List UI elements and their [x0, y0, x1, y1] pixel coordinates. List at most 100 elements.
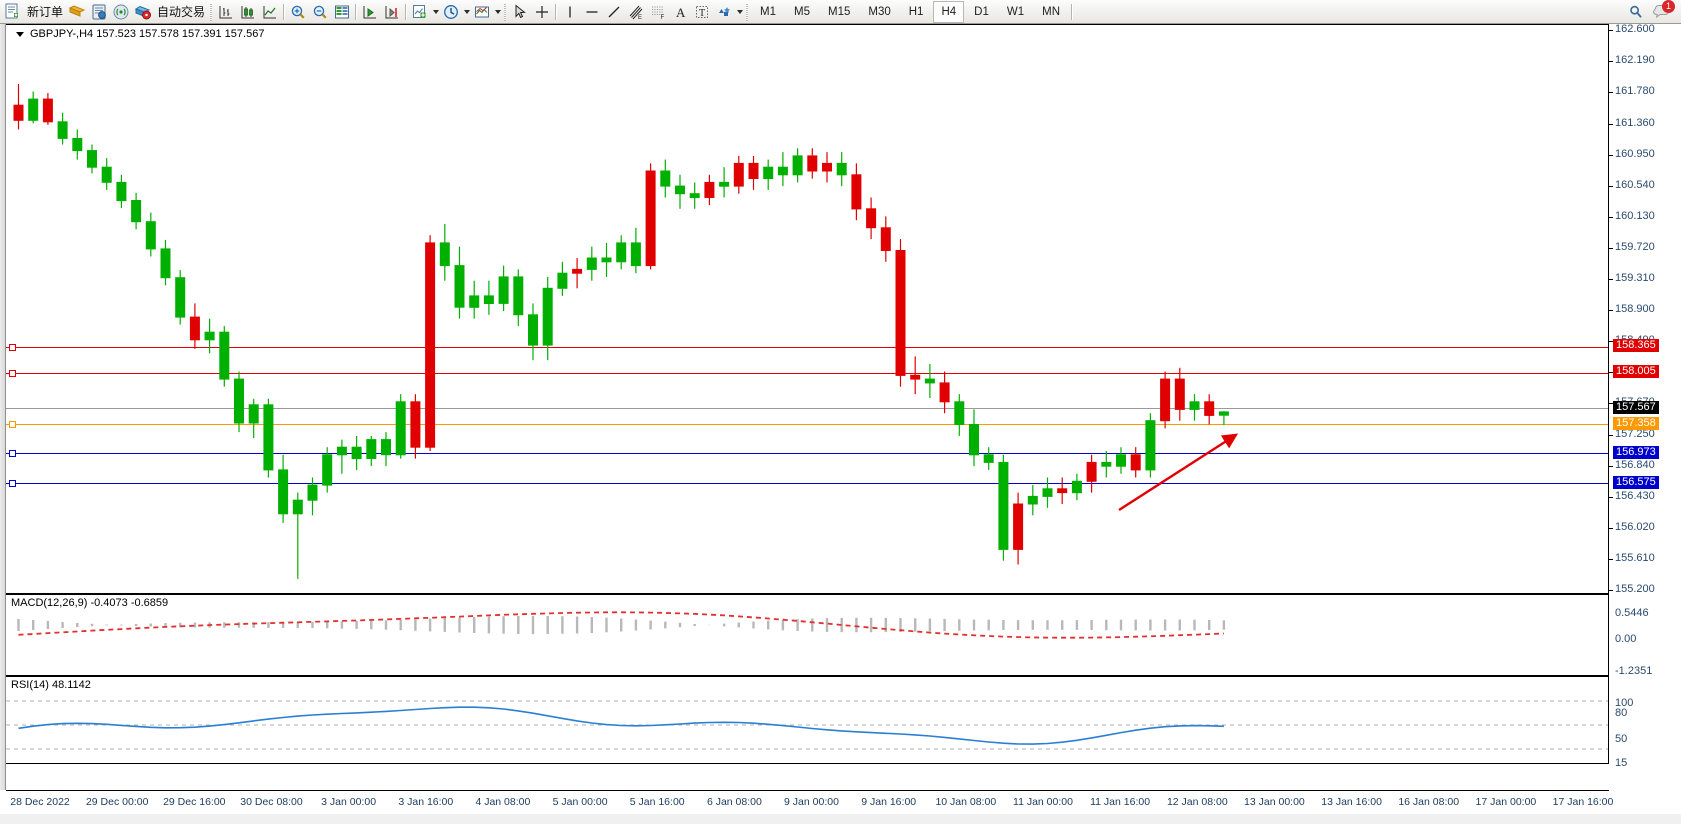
- toolbar-sep-2: [353, 3, 359, 21]
- autotrading-icon[interactable]: [132, 1, 154, 22]
- new-order-icon[interactable]: [2, 1, 24, 22]
- rsi-panel[interactable]: RSI(14) 48.1142: [6, 676, 1609, 764]
- symbol-ohlc-label: GBPJPY-,H4 157.523 157.578 157.391 157.5…: [30, 28, 265, 40]
- vertical-line-icon[interactable]: [559, 1, 581, 22]
- price-tick: [1609, 341, 1613, 342]
- fibonacci-icon[interactable]: F: [647, 1, 669, 22]
- timeframe-group: M1 M5 M15 M30 H1 H4 D1 W1 MN: [751, 0, 1069, 23]
- resistance-line-1[interactable]: [6, 347, 1608, 348]
- support-line-1[interactable]: [6, 453, 1608, 454]
- candlestick-icon[interactable]: [237, 1, 259, 22]
- bar-chart-icon[interactable]: [215, 1, 237, 22]
- support-line-2-handle[interactable]: [9, 479, 16, 487]
- rsi-label: RSI(14) 48.1142: [11, 679, 91, 691]
- pivot-line-handle[interactable]: [9, 420, 16, 428]
- toolbar-sep-5: [1069, 3, 1075, 21]
- time-axis-label: 6 Jan 08:00: [706, 796, 762, 808]
- rsi-series: [6, 700, 1608, 750]
- resistance-line-2-tag[interactable]: 158.005: [1613, 365, 1659, 378]
- time-axis-label: 9 Jan 16:00: [861, 796, 917, 808]
- resistance-line-2-handle[interactable]: [9, 369, 16, 377]
- resistance-line-1-handle[interactable]: [9, 343, 16, 351]
- price-axis-label: 161.780: [1615, 85, 1655, 98]
- chat-bubble-icon[interactable]: 1: [1651, 0, 1675, 22]
- arrow-cursor-icon[interactable]: [509, 1, 531, 22]
- macd-axis-label: 0.00: [1615, 633, 1637, 645]
- chart-shift-icon[interactable]: [381, 1, 403, 22]
- price-panel[interactable]: GBPJPY-,H4 157.523 157.578 157.391 157.5…: [6, 24, 1609, 594]
- trendline-icon[interactable]: [603, 1, 625, 22]
- line-chart-icon[interactable]: [259, 1, 281, 22]
- bottom-scrollbar[interactable]: [0, 814, 1681, 824]
- current-price-line-tag[interactable]: 157.567: [1613, 401, 1659, 414]
- horizontal-line-icon[interactable]: [581, 1, 603, 22]
- price-tick: [1609, 434, 1613, 436]
- tab-timeframe-w1[interactable]: W1: [1006, 5, 1025, 18]
- tab-timeframe-m30[interactable]: M30: [868, 5, 891, 18]
- candlestick-series: [13, 84, 1229, 579]
- price-axis-label: 162.190: [1615, 54, 1655, 66]
- support-line-1-tag[interactable]: 156.973: [1613, 446, 1659, 459]
- time-axis-label: 4 Jan 08:00: [475, 796, 531, 808]
- tab-timeframe-m5[interactable]: M5: [794, 5, 810, 18]
- tab-timeframe-m1[interactable]: M1: [760, 5, 777, 18]
- price-axis-label: 160.130: [1615, 209, 1655, 222]
- zoom-in-icon[interactable]: [287, 1, 309, 22]
- left-scrollbar[interactable]: [0, 24, 6, 790]
- macd-panel[interactable]: MACD(12,26,9) -0.4073 -0.6859: [6, 594, 1609, 676]
- clock-icon[interactable]: [440, 1, 462, 22]
- tab-timeframe-m15[interactable]: M15: [828, 5, 851, 18]
- price-tick: [1609, 310, 1613, 311]
- price-tick: [1609, 279, 1613, 280]
- support-line-1-handle[interactable]: [9, 449, 16, 457]
- toolbar-grip-2[interactable]: [502, 3, 509, 21]
- periods-dropdown-caret[interactable]: [462, 2, 471, 22]
- chart-container: GBPJPY-,H4 157.523 157.578 157.391 157.5…: [0, 24, 1681, 824]
- time-axis-label: 30 Dec 08:00: [240, 796, 303, 808]
- tab-timeframe-mn[interactable]: MN: [1042, 5, 1060, 18]
- price-axis-label: 160.950: [1615, 147, 1655, 160]
- add-indicator-icon[interactable]: [409, 1, 431, 22]
- shapes-dropdown-caret[interactable]: [735, 2, 744, 22]
- tab-timeframe-h1[interactable]: H1: [908, 5, 924, 18]
- support-line-2[interactable]: [6, 483, 1608, 484]
- time-axis[interactable]: 28 Dec 2022 29 Dec 00:00 29 Dec 16:00 30 De…: [6, 790, 1613, 814]
- zoom-out-icon[interactable]: [309, 1, 331, 22]
- market-watch-icon[interactable]: [88, 1, 110, 22]
- price-axis-label: 157.250: [1615, 427, 1655, 440]
- folder-icon[interactable]: [66, 1, 88, 22]
- price-tick: [1609, 590, 1613, 591]
- indicators-dropdown-caret[interactable]: [431, 2, 440, 22]
- time-axis-label: 17 Jan 00:00: [1475, 796, 1537, 808]
- template-icon[interactable]: [471, 1, 493, 22]
- time-axis-label: 5 Jan 16:00: [629, 796, 685, 808]
- resistance-line-2[interactable]: [6, 373, 1608, 374]
- time-axis-label: 11 Jan 00:00: [1013, 796, 1073, 808]
- tab-timeframe-d1[interactable]: D1: [974, 5, 989, 18]
- toolbar-grip-3[interactable]: [744, 3, 751, 21]
- price-axis-label: 159.720: [1615, 240, 1655, 253]
- tab-timeframe-h4[interactable]: H4: [933, 0, 965, 23]
- new-order-label[interactable]: 新订单: [27, 4, 64, 19]
- support-line-2-tag[interactable]: 156.575: [1613, 476, 1659, 489]
- pivot-line[interactable]: [6, 424, 1608, 425]
- price-axis[interactable]: 162.600 162.190 161.780 161.360 160.950 160.5…: [1609, 24, 1681, 790]
- chart-collapse-icon[interactable]: [16, 31, 24, 37]
- signal-icon[interactable]: [110, 1, 132, 22]
- time-axis-label: 5 Jan 00:00: [552, 796, 608, 808]
- autotrading-label[interactable]: 自动交易: [157, 4, 206, 19]
- resistance-line-1-tag[interactable]: 158.365: [1613, 339, 1659, 352]
- toolbar-grip-1[interactable]: [208, 3, 215, 21]
- shapes-icon[interactable]: [713, 1, 735, 22]
- auto-scroll-icon[interactable]: [359, 1, 381, 22]
- magnifier-icon[interactable]: [1625, 1, 1647, 22]
- pivot-line-tag[interactable]: 157.358: [1613, 417, 1659, 430]
- crosshair-icon[interactable]: [531, 1, 553, 22]
- templates-dropdown-caret[interactable]: [493, 2, 502, 22]
- text-a-icon[interactable]: A: [669, 1, 691, 22]
- macd-axis-label: 0.5446: [1615, 607, 1649, 619]
- channel-icon[interactable]: E: [625, 1, 647, 22]
- tile-windows-icon[interactable]: [331, 1, 353, 22]
- rsi-axis-label: 15: [1615, 757, 1628, 769]
- text-label-icon[interactable]: T: [691, 1, 713, 22]
